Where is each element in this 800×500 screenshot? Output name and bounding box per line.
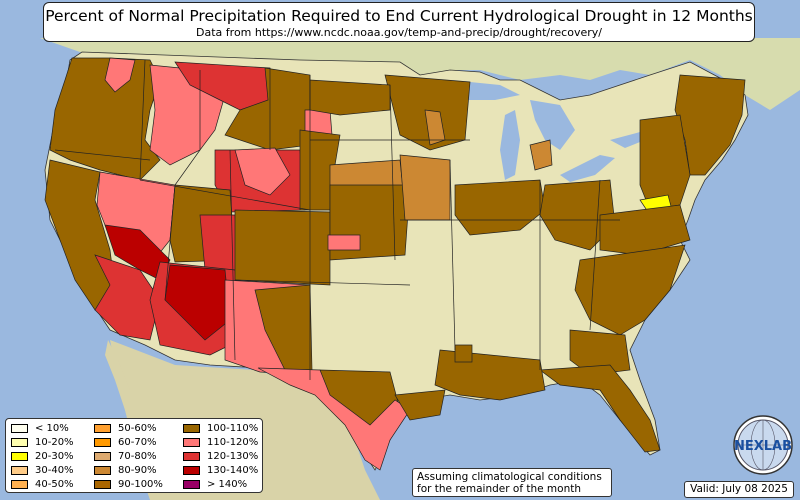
region-colorado xyxy=(234,209,331,286)
legend-item: 130-140% xyxy=(183,464,258,476)
region-northern-plains xyxy=(309,79,391,116)
state-borders xyxy=(54,59,620,380)
legend-label: 70-80% xyxy=(118,450,157,462)
region-socal xyxy=(94,254,161,341)
legend-swatch xyxy=(94,479,111,489)
legend-swatch xyxy=(94,465,111,475)
legend-label: 130-140% xyxy=(207,464,259,476)
legend-label: 60-70% xyxy=(118,436,157,448)
legend-label: 80-90% xyxy=(118,464,157,476)
legend-item: 90-100% xyxy=(94,478,163,490)
legend-label: 100-110% xyxy=(207,422,259,434)
legend-label: < 10% xyxy=(35,422,69,434)
assumption-note: Assuming climatological conditions for t… xyxy=(412,468,612,497)
note-line-2: for the remainder of the month xyxy=(417,483,582,495)
legend-label: 120-130% xyxy=(207,450,259,462)
legend-swatch xyxy=(183,465,200,475)
legend-item: 10-20% xyxy=(11,436,74,448)
lake-huron xyxy=(530,100,575,150)
legend-item: 120-130% xyxy=(183,450,258,462)
legend-item: 30-40% xyxy=(11,464,74,476)
legend-item: > 140% xyxy=(183,478,247,490)
legend: < 10% 10-20% 20-30% 30-40% 40-50% 50-60% 60-70… xyxy=(5,418,263,493)
legend-item: 100-110% xyxy=(183,422,258,434)
note-line-1: Assuming climatological conditions xyxy=(417,471,602,483)
region-utah-south xyxy=(199,214,241,271)
legend-swatch xyxy=(11,437,28,447)
region-iowa-mo xyxy=(399,154,451,221)
legend-item: 70-80% xyxy=(94,450,157,462)
legend-swatch xyxy=(11,479,28,489)
region-ks-red xyxy=(327,234,361,251)
legend-swatch xyxy=(11,465,28,475)
legend-swatch xyxy=(11,423,28,433)
region-michigan xyxy=(529,139,553,171)
valid-date: Valid: July 08 2025 xyxy=(684,481,794,498)
region-wyoming-inner xyxy=(234,147,291,196)
region-washington-east xyxy=(104,57,136,93)
legend-label: 40-50% xyxy=(35,478,74,490)
legend-item: 80-90% xyxy=(94,464,157,476)
legend-swatch xyxy=(94,437,111,447)
legend-swatch xyxy=(183,437,200,447)
region-gulf-small xyxy=(454,344,473,363)
map-title: Percent of Normal Precipitation Required… xyxy=(45,7,753,25)
legend-swatch xyxy=(11,451,28,461)
legend-item: 40-50% xyxy=(11,478,74,490)
nexlab-globe-logo: NEXLAB xyxy=(733,415,793,475)
legend-swatch xyxy=(183,479,200,489)
drought-regions xyxy=(44,57,746,471)
legend-label: 30-40% xyxy=(35,464,74,476)
legend-item: 110-120% xyxy=(183,436,258,448)
legend-swatch xyxy=(183,451,200,461)
lake-michigan xyxy=(500,110,520,180)
legend-label: > 140% xyxy=(207,478,248,490)
legend-label: 110-120% xyxy=(207,436,259,448)
legend-swatch xyxy=(94,423,111,433)
legend-swatch xyxy=(183,423,200,433)
region-pacific-northwest xyxy=(49,57,161,181)
canada-land xyxy=(40,38,800,110)
region-carolinas xyxy=(574,244,686,336)
legend-item: 50-60% xyxy=(94,422,157,434)
legend-label: 20-30% xyxy=(35,450,74,462)
region-virginia xyxy=(599,204,691,256)
legend-label: 90-100% xyxy=(118,478,163,490)
lake-erie xyxy=(560,155,615,182)
region-florida xyxy=(539,364,661,453)
legend-item: < 10% xyxy=(11,422,69,434)
region-texas-red xyxy=(257,367,411,471)
legend-item: 60-70% xyxy=(94,436,157,448)
legend-item: 20-30% xyxy=(11,450,74,462)
title-box: Percent of Normal Precipitation Required… xyxy=(43,2,755,42)
region-texas-coast xyxy=(394,389,446,421)
legend-label: 10-20% xyxy=(35,436,74,448)
legend-label: 50-60% xyxy=(118,422,157,434)
legend-swatch xyxy=(94,451,111,461)
logo-text: NEXLAB xyxy=(734,439,792,454)
map-subtitle: Data from https://www.ncdc.noaa.gov/temp… xyxy=(196,26,602,39)
